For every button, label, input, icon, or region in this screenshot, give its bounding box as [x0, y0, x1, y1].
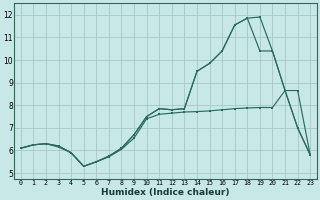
X-axis label: Humidex (Indice chaleur): Humidex (Indice chaleur)	[101, 188, 230, 197]
